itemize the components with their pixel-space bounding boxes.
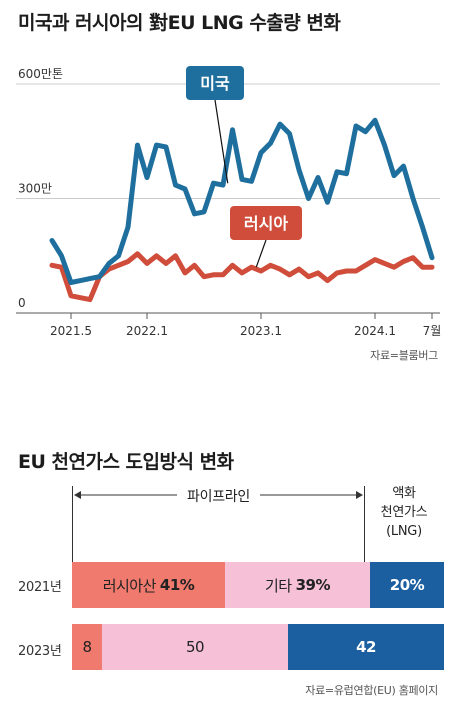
bar-segment-value-0-0: 41% bbox=[159, 576, 195, 594]
bar-segment-value-1-0: 8 bbox=[82, 638, 92, 656]
bar-segment-0-1: 기타 39% bbox=[225, 562, 370, 608]
bar-segment-value-1-1: 50 bbox=[185, 638, 205, 656]
series-line-0 bbox=[49, 117, 435, 285]
bar-segment-name-0-0: 러시아산 bbox=[102, 576, 157, 595]
row-label-2021: 2021년 bbox=[18, 580, 62, 595]
callout-box-1 bbox=[230, 206, 302, 240]
line-chart-title: 미국과 러시아의 對EU LNG 수출량 변화 bbox=[18, 12, 341, 34]
x-tick-label-1: 2022.1 bbox=[126, 324, 168, 338]
bar-segment-1-2: 42 bbox=[288, 624, 444, 670]
bar-segment-value-1-2: 42 bbox=[356, 638, 376, 656]
pipeline-arrow bbox=[74, 491, 363, 499]
bar-segment-name-0-1: 기타 bbox=[264, 576, 292, 595]
callout-label-1: 러시아 bbox=[244, 214, 288, 233]
callout-leader-1 bbox=[255, 239, 267, 268]
lng-header: 액화 천연가스 (LNG) bbox=[364, 484, 444, 541]
x-tick-label-4: 7월 bbox=[423, 324, 442, 338]
lng-header-line-2: 천연가스 bbox=[380, 505, 428, 520]
bar-segment-0-0: 러시아산 41% bbox=[72, 562, 225, 608]
bar-segment-1-0: 8 bbox=[72, 624, 102, 670]
callout-box-0 bbox=[186, 66, 244, 100]
x-tick-label-0: 2021.5 bbox=[50, 324, 92, 338]
lng-header-line-3: (LNG) bbox=[386, 524, 422, 539]
x-tick-label-3: 2024.1 bbox=[354, 324, 396, 338]
pipeline-header: 파이프라인 bbox=[187, 489, 250, 505]
bar-chart-source: 자료=유럽연합(EU) 홈페이지 bbox=[305, 684, 438, 697]
x-tick-label-2: 2023.1 bbox=[240, 324, 282, 338]
series-line-1 bbox=[49, 251, 435, 303]
line-chart-source: 자료=블룸버그 bbox=[370, 349, 438, 362]
lng-header-line-1: 액화 bbox=[392, 486, 416, 501]
callout-label-0: 미국 bbox=[200, 74, 230, 93]
y-tick-label-2: 0 bbox=[18, 296, 26, 310]
bar-segment-value-0-2: 20% bbox=[389, 576, 425, 594]
bar-segment-0-2: 20% bbox=[370, 562, 444, 608]
lng-export-line-chart: 600만톤 300만 0 2021.5 2022.1 2023.1 2024.1 7월 미국러시… bbox=[16, 66, 442, 338]
bar-segment-value-0-1: 39% bbox=[295, 576, 331, 594]
bar-segment-1-1: 50 bbox=[102, 624, 288, 670]
callout-leader-0 bbox=[214, 99, 229, 184]
pipeline-bracket-right bbox=[364, 486, 365, 562]
y-tick-label-1: 300만 bbox=[18, 182, 52, 196]
pipeline-bracket-left bbox=[72, 486, 73, 562]
bar-chart-title: EU 천연가스 도입방식 변화 bbox=[18, 451, 234, 473]
row-label-2023: 2023년 bbox=[18, 644, 62, 659]
y-tick-label-0: 600만톤 bbox=[18, 67, 63, 81]
